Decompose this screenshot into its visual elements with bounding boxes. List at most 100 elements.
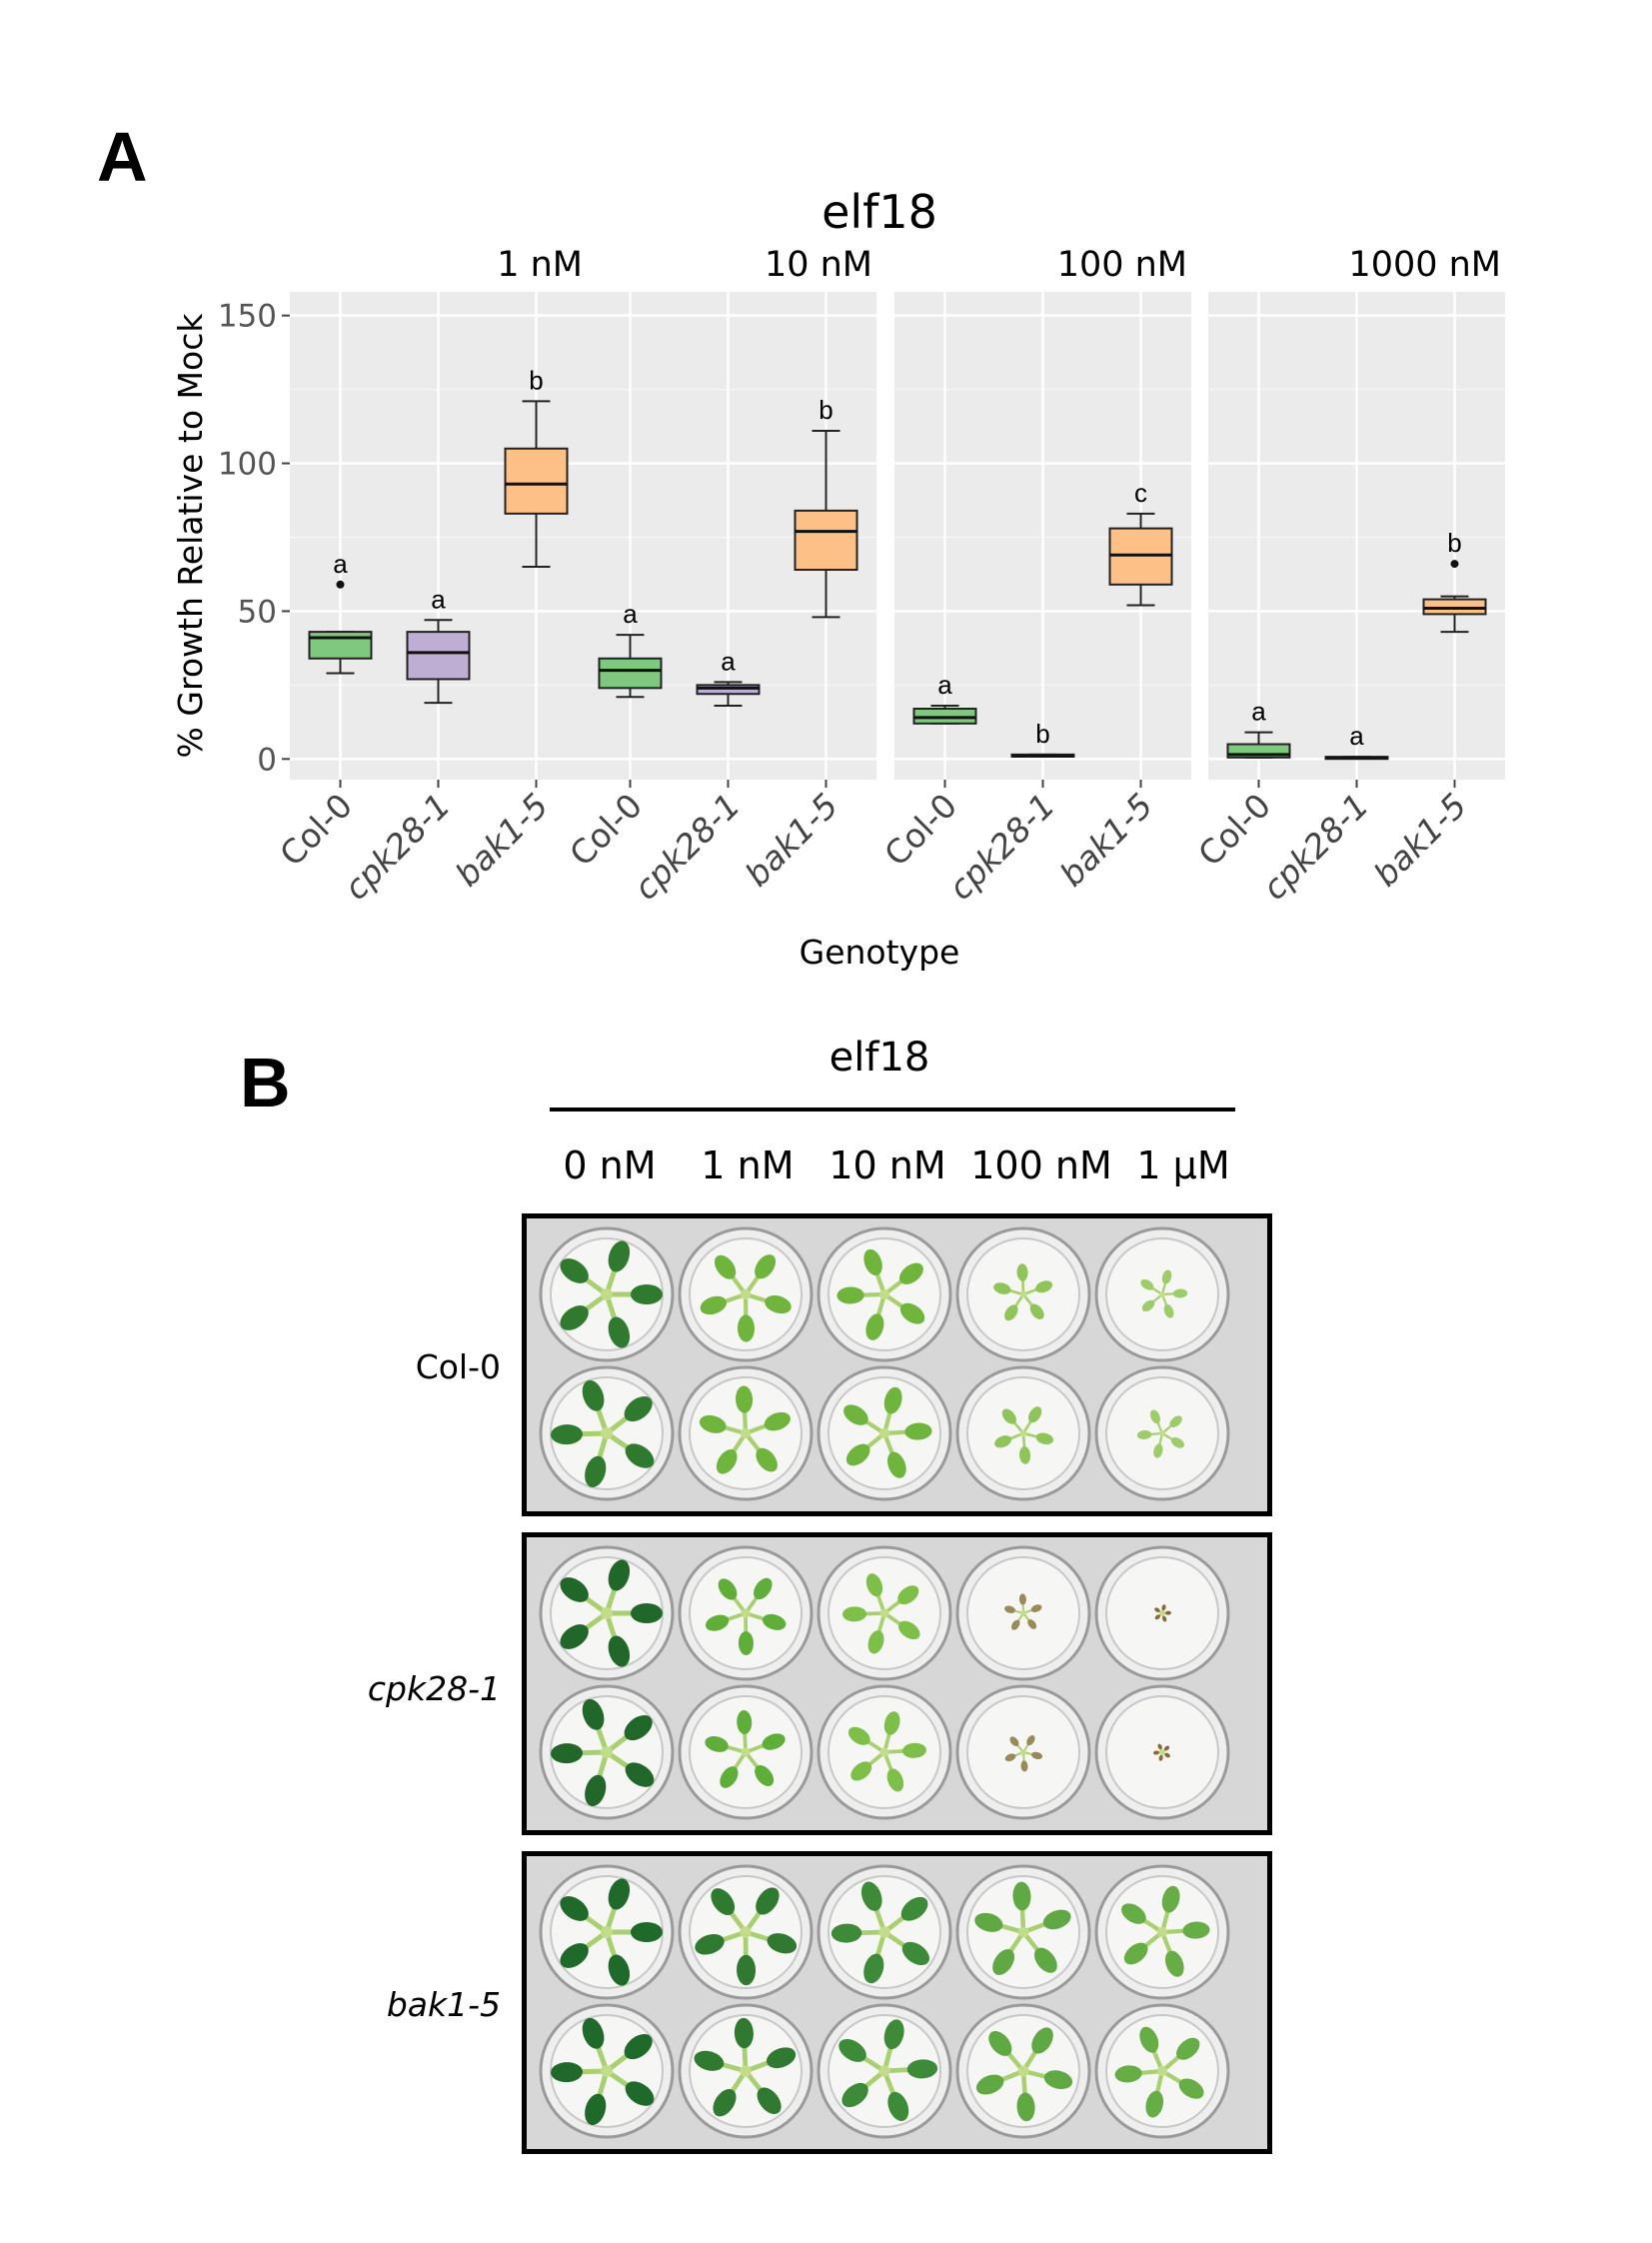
leaf: [865, 1573, 883, 1597]
significance-letter: a: [431, 584, 446, 614]
leaf: [631, 1284, 663, 1304]
leaf: [974, 1912, 1003, 1932]
leaf: [900, 1896, 928, 1921]
leaf: [608, 1635, 631, 1667]
seedling-center: [1159, 1749, 1165, 1755]
box-cpk28-1: [406, 619, 471, 705]
leaf: [1176, 2037, 1200, 2060]
leaf: [718, 1578, 738, 1600]
leaf: [624, 1396, 653, 1422]
box-bak1-5: [504, 400, 569, 569]
box-iqr: [504, 447, 569, 515]
leaf: [1154, 1614, 1160, 1620]
seedling-center: [1019, 1290, 1027, 1298]
facet-strip-label: 1000 nM: [1348, 245, 1501, 285]
leaf: [624, 1715, 653, 1741]
leaf: [830, 1923, 862, 1943]
leaf: [1035, 1432, 1053, 1445]
leaf: [863, 1953, 884, 1984]
well: [539, 1226, 675, 1362]
well: [539, 1545, 675, 1681]
x-tick-label: bak1-5: [1052, 786, 1160, 894]
leaf: [1012, 1881, 1031, 1911]
leaf: [715, 1254, 737, 1279]
leaf: [560, 1624, 589, 1649]
plate-photo-bak1: [522, 1851, 1272, 2154]
leaf: [631, 1922, 663, 1942]
leaf: [1158, 1754, 1163, 1761]
leaf: [883, 2019, 904, 2050]
concentration-label-1: 1 nM: [701, 1143, 795, 1187]
leaf: [1162, 1615, 1167, 1622]
well: [678, 1864, 814, 2000]
leaf: [624, 2034, 653, 2060]
leaf: [1001, 1408, 1016, 1424]
leaf: [1164, 1610, 1171, 1615]
leaf: [625, 1443, 655, 1468]
leaf: [1169, 1415, 1182, 1428]
x-tick-label: Col-0: [876, 786, 964, 874]
leaf: [1123, 1942, 1148, 1965]
plate-label-bak1: bak1-5: [386, 1985, 501, 2024]
x-tick-label: cpk28-1: [626, 786, 748, 908]
leaf: [842, 1606, 867, 1622]
well: [817, 1684, 952, 1820]
well: [955, 2003, 1091, 2139]
seedling-center: [601, 1607, 613, 1619]
leaf: [560, 1577, 589, 1602]
leaf: [1043, 2070, 1073, 2090]
well: [678, 1226, 814, 1362]
leaf: [631, 1603, 663, 1623]
leaf: [883, 1386, 902, 1414]
leaf: [551, 2062, 584, 2083]
box-iqr: [406, 631, 471, 681]
box-cpk28-1: [1010, 753, 1075, 758]
y-tick-label: 0: [257, 742, 277, 778]
leaf: [1019, 1446, 1031, 1464]
leaf: [1009, 1736, 1019, 1747]
leaf: [756, 1447, 778, 1472]
y-tick-label: 50: [238, 594, 277, 630]
x-tick-label: Col-0: [272, 786, 360, 874]
leaf: [994, 1435, 1012, 1448]
significance-letter: a: [937, 670, 952, 700]
leaf: [1004, 1605, 1015, 1613]
seedling-center: [878, 2065, 890, 2077]
significance-letter: b: [529, 365, 543, 395]
leaf: [1139, 2026, 1159, 2053]
leaf: [1016, 1263, 1028, 1281]
leaf: [975, 2074, 1004, 2095]
panel-a-label: A: [97, 118, 148, 196]
significance-letter: c: [1134, 478, 1147, 508]
well: [817, 1365, 952, 1501]
leaf: [767, 1933, 798, 1954]
concentration-label-0: 0 nM: [563, 1143, 657, 1187]
significance-letter: a: [333, 549, 348, 579]
leaf: [755, 1254, 777, 1279]
seedling-center: [740, 1926, 752, 1938]
seedling-center: [601, 1746, 613, 1758]
leaf: [608, 1316, 631, 1348]
leaf: [1154, 1607, 1160, 1613]
leaf: [765, 1294, 792, 1314]
box-cpk28-1: [1324, 756, 1389, 761]
leaf: [836, 1286, 864, 1304]
leaf: [1161, 1269, 1172, 1284]
leaf: [762, 1733, 786, 1750]
leaf: [1033, 1947, 1057, 1973]
leaf: [1031, 1751, 1043, 1760]
leaf: [1170, 1436, 1184, 1448]
well: [539, 1365, 675, 1501]
leaf: [863, 1248, 882, 1276]
leaf: [1172, 1288, 1188, 1298]
seedling-center: [741, 1608, 751, 1618]
well: [955, 1864, 1091, 2000]
seedling-center: [601, 1288, 613, 1300]
leaf: [585, 2093, 607, 2125]
chart-title: elf18: [822, 185, 937, 239]
leaf: [1145, 2090, 1164, 2118]
seedling-center: [1020, 1749, 1026, 1755]
plate-label-cpk28: cpk28-1: [367, 1669, 501, 1708]
leaf: [1027, 1619, 1037, 1629]
x-tick-label: Col-0: [1190, 786, 1278, 874]
